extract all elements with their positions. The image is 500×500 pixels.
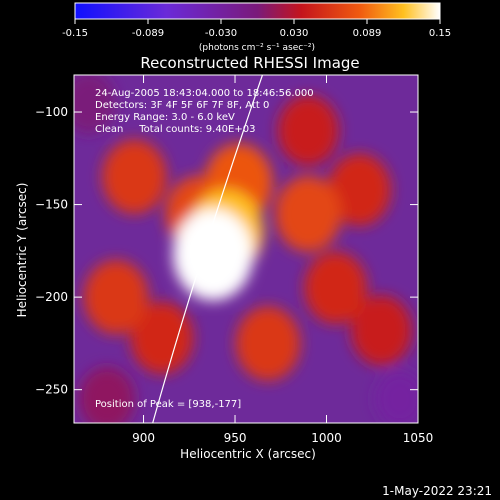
x-tick-label: 900 <box>132 431 155 445</box>
heat-source-7 <box>328 153 391 226</box>
colorbar-tick-label: 0.089 <box>353 28 382 39</box>
heat-source-0 <box>375 370 418 423</box>
colorbar-tick-label: -0.030 <box>205 28 237 39</box>
annotation-energy-range: Energy Range: 3.0 - 6.0 keV <box>95 112 235 123</box>
colorbar-tick-label: 0.15 <box>429 28 451 39</box>
colorbar-tick-label: 0.030 <box>280 28 309 39</box>
heat-source-10 <box>235 306 301 381</box>
footer-timestamp: 1-May-2022 23:21 <box>382 484 492 498</box>
x-tick-label: 950 <box>224 431 247 445</box>
colorbar-ticks: -0.15 -0.089 -0.030 0.030 0.089 0.15 <box>62 19 451 39</box>
y-tick-label: −250 <box>35 383 68 397</box>
x-axis: 900 950 1000 1050 <box>132 75 433 445</box>
x-tick-label: 1000 <box>311 431 342 445</box>
peak-position-label: Position of Peak = [938,-177] <box>95 399 241 410</box>
x-tick-label: 1050 <box>403 431 434 445</box>
colorbar: -0.15 -0.089 -0.030 0.030 0.089 0.15 (photons… <box>62 2 451 53</box>
heat-source-8 <box>102 139 167 214</box>
solar-limb-curve <box>152 75 264 423</box>
heat-source-15 <box>173 208 254 301</box>
heat-source-12 <box>275 175 342 252</box>
y-axis: −100 −150 −200 −250 <box>35 105 418 397</box>
colorbar-tick-label: -0.089 <box>132 28 164 39</box>
colorbar-gradient <box>74 2 441 20</box>
heat-source-4 <box>350 295 412 366</box>
heat-source-9 <box>83 260 149 335</box>
heatmap-sources <box>74 75 418 423</box>
colorbar-unit-label: (photons cm⁻² s⁻¹ asec⁻²) <box>199 43 315 53</box>
annotation-block: 24-Aug-2005 18:43:04.000 to 18:46:56.000… <box>95 88 314 135</box>
plot-frame <box>73 74 419 424</box>
heat-source-3 <box>277 95 339 166</box>
y-tick-label: −150 <box>35 198 68 212</box>
heat-source-1 <box>74 75 116 134</box>
heat-source-2 <box>79 366 135 423</box>
y-axis-label: Heliocentric Y (arcsec) <box>15 183 29 318</box>
annotation-time-range: 24-Aug-2005 18:43:04.000 to 18:46:56.000 <box>95 88 314 99</box>
y-tick-label: −100 <box>35 105 68 119</box>
heat-source-6 <box>304 251 367 324</box>
plot-area <box>74 75 418 423</box>
heat-source-5 <box>130 301 194 374</box>
chart-title: Reconstructed RHESSI Image <box>140 54 359 72</box>
annotation-counts: Clean Total counts: 9.40E+03 <box>95 124 255 135</box>
colorbar-tick-label: -0.15 <box>62 28 88 39</box>
annotation-detectors: Detectors: 3F 4F 5F 6F 7F 8F, Att 0 <box>95 100 269 111</box>
y-tick-label: −200 <box>35 290 68 304</box>
x-axis-label: Heliocentric X (arcsec) <box>180 447 316 461</box>
